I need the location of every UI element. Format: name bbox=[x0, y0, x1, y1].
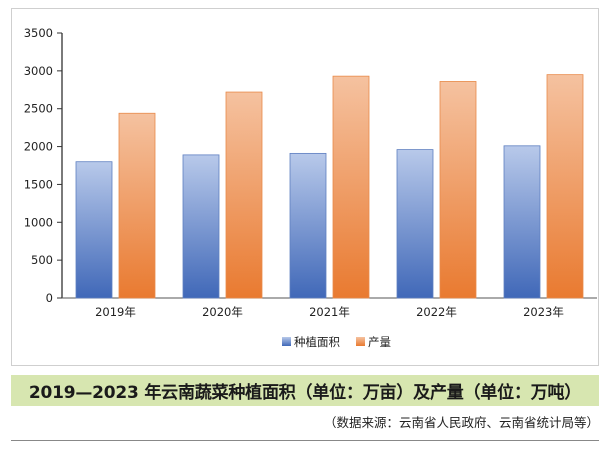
chart-frame: 0 500 1000 1500 2000 2500 3000 3500 2019年 2020年 2… bbox=[11, 8, 599, 366]
legend-swatch bbox=[356, 337, 365, 346]
source-note: （数据来源：云南省人民政府、云南省统计局等） bbox=[323, 415, 599, 430]
x-axis: 2019年 2020年 2021年 2022年 2023年 bbox=[62, 297, 597, 319]
divider bbox=[11, 440, 599, 441]
x-tick-label: 2020年 bbox=[202, 305, 243, 319]
legend-label: 产量 bbox=[368, 335, 391, 349]
bar-area bbox=[289, 152, 327, 299]
y-tick-label: 3000 bbox=[24, 64, 53, 78]
x-tick-label: 2019年 bbox=[95, 305, 136, 319]
legend-swatch bbox=[282, 337, 291, 346]
y-tick-label: 500 bbox=[31, 253, 53, 267]
legend-label: 种植面积 bbox=[294, 335, 340, 349]
bar-output bbox=[439, 81, 477, 299]
bar-area bbox=[503, 145, 541, 299]
y-axis: 0 500 1000 1500 2000 2500 3000 3500 bbox=[24, 26, 63, 305]
bar-output bbox=[546, 74, 584, 299]
x-tick-label: 2021年 bbox=[309, 305, 350, 319]
y-tick-label: 0 bbox=[46, 291, 53, 305]
bars bbox=[75, 74, 584, 299]
caption-bar: 2019—2023 年云南蔬菜种植面积（单位：万亩）及产量（单位：万吨） bbox=[11, 375, 599, 406]
y-tick-label: 2500 bbox=[24, 102, 53, 116]
bar-area bbox=[182, 154, 220, 299]
x-tick-label: 2023年 bbox=[523, 305, 564, 319]
figure-caption: 2019—2023 年云南蔬菜种植面积（单位：万亩）及产量（单位：万吨） bbox=[28, 383, 582, 403]
bar-area bbox=[75, 161, 113, 299]
legend: 种植面积 产量 bbox=[282, 335, 391, 349]
x-tick-label: 2022年 bbox=[416, 305, 457, 319]
bar-output bbox=[118, 112, 156, 299]
bar-output bbox=[225, 91, 263, 299]
bar-output bbox=[332, 75, 370, 299]
y-tick-label: 2000 bbox=[24, 140, 53, 154]
bar-area bbox=[396, 149, 434, 299]
y-tick-label: 3500 bbox=[24, 26, 53, 40]
y-tick-label: 1000 bbox=[24, 215, 53, 229]
y-tick-label: 1500 bbox=[24, 177, 53, 191]
